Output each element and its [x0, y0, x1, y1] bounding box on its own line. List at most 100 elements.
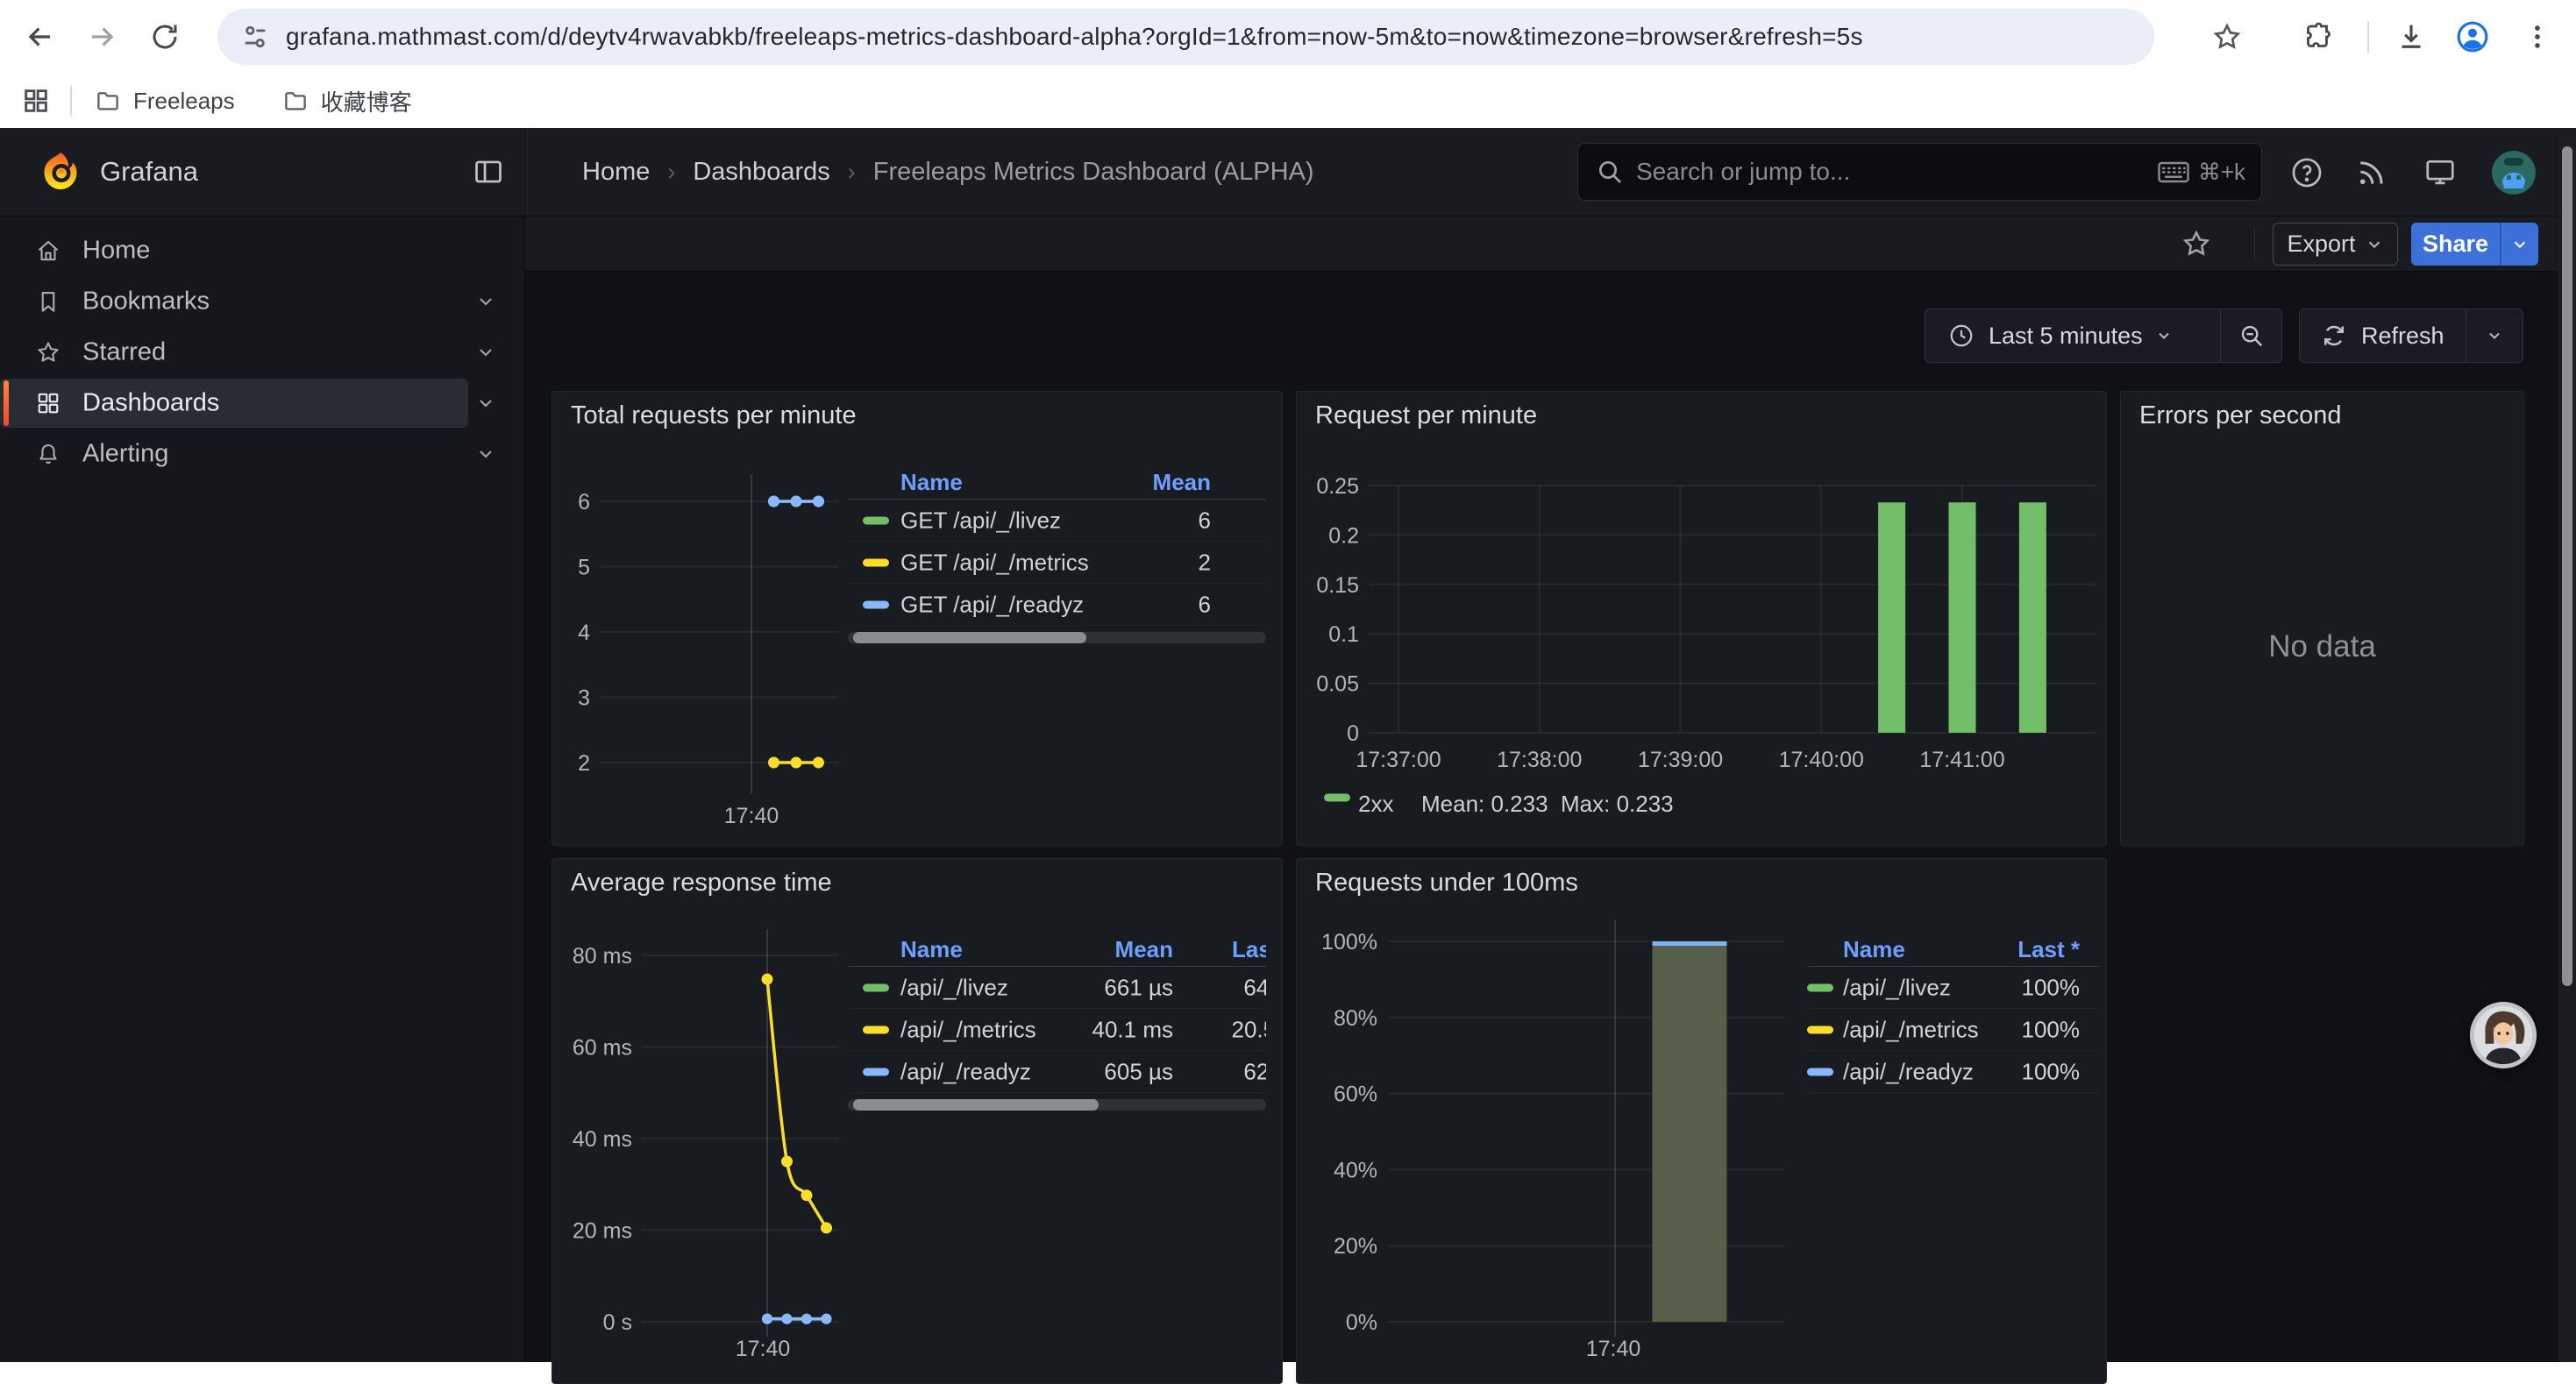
legend-name[interactable]: GET /api/_/metrics	[900, 549, 1089, 576]
favorite-dashboard-button[interactable]	[2181, 228, 2212, 259]
breadcrumb-item[interactable]: Home	[582, 158, 650, 187]
browser-menu-button[interactable]	[2518, 18, 2557, 56]
legend-row[interactable]: /api/_/readyz605 µs620 µs	[848, 1051, 1266, 1093]
legend-scrollbar[interactable]	[848, 1099, 1266, 1111]
legend-column-header[interactable]: Last *	[2017, 936, 2080, 963]
chevron-down-icon[interactable]	[475, 393, 496, 414]
search-icon	[1596, 158, 1624, 186]
search-input[interactable]: Search or jump to... ⌘+k	[1577, 143, 2262, 201]
sidebar-item-starred[interactable]: Starred	[0, 327, 524, 378]
share-menu-button[interactable]	[2500, 223, 2538, 266]
browser-chrome: grafana.mathmast.com/d/deytv4rwavabkb/fr…	[0, 0, 2576, 128]
legend-mean: 2	[1199, 549, 1211, 576]
toolbar-divider	[2367, 21, 2369, 53]
scrollbar-thumb[interactable]	[2562, 146, 2572, 986]
home-icon	[35, 238, 61, 264]
sidebar-item-home[interactable]: Home	[0, 225, 524, 276]
search-shortcut: ⌘+k	[2158, 159, 2245, 186]
legend-row[interactable]: /api/_/readyz100%	[1807, 1051, 2099, 1093]
refresh-group: Refresh	[2299, 309, 2523, 363]
export-button[interactable]: Export	[2273, 223, 2398, 266]
url-text[interactable]: grafana.mathmast.com/d/deytv4rwavabkb/fr…	[286, 23, 1863, 51]
apps-shortcut-button[interactable]	[21, 86, 51, 116]
legend-row[interactable]: /api/_/livez661 µs646 µs	[848, 967, 1266, 1009]
browser-back-button[interactable]	[21, 18, 60, 56]
grafana-logo-icon[interactable]	[39, 151, 82, 195]
legend-name[interactable]: GET /api/_/livez	[900, 507, 1061, 534]
page-scrollbar[interactable]	[2558, 128, 2576, 1362]
legend-column-header[interactable]: Name	[900, 936, 963, 963]
share-button[interactable]: Share	[2411, 223, 2500, 266]
profile-button[interactable]	[2453, 18, 2492, 56]
svg-text:17:41:00: 17:41:00	[1919, 748, 2004, 772]
back-arrow-icon	[24, 20, 57, 53]
legend-column-header[interactable]: Mean	[1153, 469, 1211, 496]
url-bar[interactable]: grafana.mathmast.com/d/deytv4rwavabkb/fr…	[217, 9, 2154, 65]
legend-mean: 6	[1199, 507, 1211, 534]
bookmark-star-button[interactable]	[2208, 18, 2246, 56]
browser-reload-button[interactable]	[146, 18, 184, 56]
brand-name[interactable]: Grafana	[100, 128, 198, 216]
svg-text:0: 0	[1347, 721, 1359, 746]
legend-column-header[interactable]: Name	[900, 469, 963, 496]
legend-column-header[interactable]: Mean	[1115, 936, 1173, 963]
legend-scrollbar-thumb[interactable]	[853, 1099, 1099, 1111]
site-settings-icon[interactable]	[240, 22, 270, 52]
chevron-down-icon[interactable]	[475, 291, 496, 312]
user-avatar[interactable]	[2492, 151, 2536, 195]
extensions-button[interactable]	[2301, 18, 2339, 56]
bookmarks-divider	[70, 86, 72, 116]
legend-row[interactable]: /api/_/livez 100%	[1807, 967, 2099, 1009]
legend-row[interactable]: /api/_/metrics40.1 ms20.5 ms	[848, 1009, 1266, 1051]
legend-name[interactable]: /api/_/livez	[1843, 974, 1951, 1001]
time-range-picker[interactable]: Last 5 minutes	[1925, 309, 2220, 362]
bookmark-folder[interactable]: Freeleaps	[82, 82, 247, 120]
chevron-down-icon[interactable]	[475, 444, 496, 465]
legend-name[interactable]: GET /api/_/readyz	[900, 591, 1084, 618]
chevron-down-icon[interactable]	[475, 342, 496, 363]
sidebar-item-bookmarks[interactable]: Bookmarks	[0, 276, 524, 327]
legend-last: 646 µs	[1243, 974, 1266, 1001]
legend-name[interactable]: /api/_/livez	[900, 974, 1008, 1001]
help-button[interactable]	[2290, 156, 2323, 189]
legend-row[interactable]: GET /api/_/metrics 2	[848, 542, 1266, 584]
svg-text:0.1: 0.1	[1328, 622, 1359, 647]
refresh-button[interactable]: Refresh	[2300, 309, 2466, 362]
legend-column-header[interactable]: Name	[1843, 936, 1905, 963]
legend-mean: 605 µs	[1104, 1058, 1173, 1085]
bookmark-folder[interactable]: 收藏博客	[270, 80, 424, 123]
series-color-pill	[863, 558, 889, 566]
svg-text:0%: 0%	[1346, 1310, 1377, 1335]
time-range-label: Last 5 minutes	[1989, 323, 2143, 350]
kiosk-mode-button[interactable]	[2423, 156, 2457, 189]
svg-text:60%: 60%	[1334, 1082, 1377, 1107]
panel-legend: 2xxMean: 0.233Max: 0.233	[1297, 789, 2106, 815]
bar-chart: 0.250.20.150.10.05017:37:0017:38:0017:39…	[1297, 392, 2107, 846]
zoom-out-button[interactable]	[2221, 309, 2281, 362]
breadcrumb-item[interactable]: Dashboards	[693, 158, 829, 187]
legend-name[interactable]: /api/_/metrics	[900, 1016, 1036, 1043]
sidebar-item-alerting[interactable]: Alerting	[0, 429, 524, 479]
sidebar-item-dashboards[interactable]: Dashboards	[0, 378, 524, 429]
legend-scrollbar[interactable]	[848, 632, 1266, 643]
legend-row[interactable]: GET /api/_/readyz6	[848, 584, 1266, 626]
rss-icon	[2355, 156, 2388, 189]
legend-row[interactable]: GET /api/_/livez 6	[848, 500, 1266, 542]
news-button[interactable]	[2355, 156, 2388, 189]
refresh-interval-button[interactable]	[2466, 309, 2523, 362]
legend-last: 100%	[2022, 974, 2081, 1001]
user-avatar-image	[2492, 151, 2536, 195]
legend-row[interactable]: /api/_/metrics100%	[1807, 1009, 2099, 1051]
svg-text:5: 5	[578, 556, 590, 580]
mega-menu-toggle-icon[interactable]	[472, 155, 505, 188]
panel-title[interactable]: Errors per second	[2139, 401, 2342, 430]
legend-name[interactable]: /api/_/readyz	[900, 1058, 1031, 1085]
legend-name[interactable]: /api/_/metrics	[1843, 1016, 1979, 1043]
browser-forward-button[interactable]	[82, 18, 121, 56]
legend-column-header[interactable]: Last *	[1232, 936, 1266, 963]
downloads-button[interactable]	[2392, 18, 2430, 56]
assistant-avatar-button[interactable]	[2469, 1001, 2537, 1069]
legend-name[interactable]: /api/_/readyz	[1843, 1058, 1974, 1085]
legend-name[interactable]: 2xx	[1358, 791, 1393, 818]
legend-scrollbar-thumb[interactable]	[853, 632, 1086, 643]
